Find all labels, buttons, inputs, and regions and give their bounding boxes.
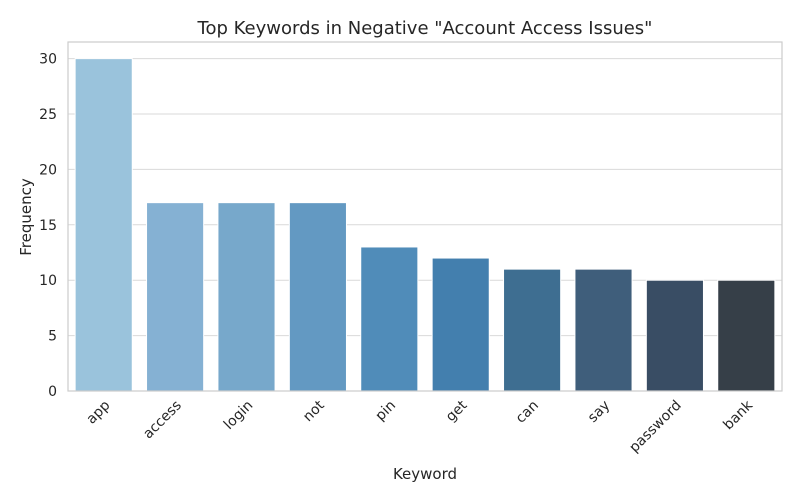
y-tick-label: 25 bbox=[39, 107, 57, 123]
bars-layer bbox=[74, 58, 776, 392]
x-tick-label: say bbox=[585, 398, 613, 426]
bar-login bbox=[217, 202, 276, 392]
x-tick-label: bank bbox=[720, 397, 756, 433]
bar-pin bbox=[360, 246, 419, 392]
bar-get bbox=[431, 257, 490, 392]
bar-not bbox=[288, 202, 347, 392]
bar-can bbox=[503, 268, 562, 392]
y-tick-label: 10 bbox=[39, 273, 57, 289]
bar-say bbox=[574, 268, 633, 392]
y-tick-label: 20 bbox=[39, 162, 57, 178]
x-tick-label: password bbox=[626, 398, 684, 456]
x-tick-label: login bbox=[221, 398, 256, 433]
y-tick-label: 30 bbox=[39, 52, 57, 68]
x-tick-label: not bbox=[300, 397, 328, 425]
x-tick-label: access bbox=[140, 398, 185, 443]
x-tick-label: pin bbox=[373, 398, 400, 425]
x-tick-label: app bbox=[84, 397, 114, 427]
x-axis-label: Keyword bbox=[393, 465, 457, 483]
bar-app bbox=[74, 58, 133, 392]
y-tick-labels: 0 5 10 15 20 25 30 bbox=[39, 52, 57, 400]
x-tick-labels: app access login not pin get can say password ban… bbox=[84, 397, 757, 456]
x-tick-label: get bbox=[443, 397, 471, 425]
y-tick-label: 5 bbox=[48, 329, 57, 345]
y-axis-label: Frequency bbox=[17, 178, 35, 256]
bar-password bbox=[645, 279, 704, 392]
bar-bank bbox=[717, 279, 776, 392]
bar-access bbox=[146, 202, 205, 392]
y-tick-label: 0 bbox=[48, 384, 57, 400]
chart-title: Top Keywords in Negative "Account Access… bbox=[197, 18, 653, 39]
plot-frame bbox=[67, 41, 783, 392]
y-tick-label: 15 bbox=[39, 218, 57, 234]
x-tick-label: can bbox=[513, 398, 542, 427]
